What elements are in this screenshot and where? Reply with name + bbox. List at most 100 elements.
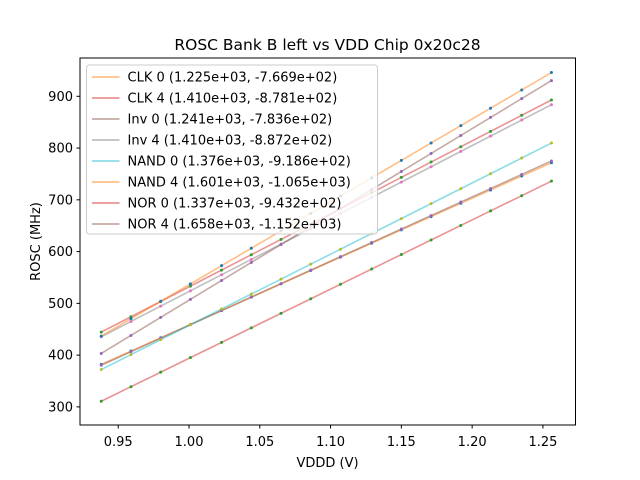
data-point: [249, 292, 253, 296]
axis-ticks: 0.95 1.00 1.05 1.10 1.15 1.20 1.25 300 400 500 600…: [48, 90, 557, 450]
data-point: [220, 264, 224, 268]
legend-label: Inv 4 (1.410e+03, -8.872e+02): [128, 134, 333, 149]
data-point: [129, 353, 133, 357]
data-point: [99, 351, 103, 355]
data-point: [338, 282, 342, 286]
data-point: [188, 356, 192, 360]
data-point: [99, 368, 103, 372]
chart-title: ROSC Bank B left vs VDD Chip 0x20c28: [174, 36, 480, 54]
data-point: [279, 242, 283, 246]
data-point: [309, 297, 313, 301]
data-point: [249, 260, 253, 264]
data-point: [279, 282, 283, 286]
legend-label: NAND 0 (1.376e+03, -9.186e+02): [128, 155, 351, 170]
data-point: [429, 202, 433, 206]
legend: CLK 0 (1.225e+03, -7.669e+02) CLK 4 (1.41…: [86, 64, 378, 235]
data-point: [338, 247, 342, 251]
data-point: [129, 333, 133, 337]
legend-entry-clk-4: CLK 4 (1.410e+03, -8.781e+02): [92, 92, 337, 107]
legend-entry-nand-4: NAND 4 (1.601e+03, -1.065e+03): [92, 176, 351, 191]
y-tick-label: 400: [48, 349, 73, 364]
data-point: [309, 262, 313, 266]
data-point: [399, 227, 403, 231]
legend-label: NOR 0 (1.337e+03, -9.432e+02): [128, 197, 342, 212]
data-point: [549, 71, 553, 75]
data-point: [520, 194, 524, 198]
data-point: [279, 311, 283, 315]
scatter-nor-0: [99, 179, 553, 403]
data-point: [429, 214, 433, 218]
y-tick-label: 700: [48, 193, 73, 208]
data-point: [399, 158, 403, 162]
data-point: [429, 141, 433, 145]
data-point: [159, 304, 163, 308]
data-point: [399, 170, 403, 174]
data-point: [459, 200, 463, 204]
data-point: [489, 172, 493, 176]
data-point: [188, 284, 192, 288]
data-point: [370, 267, 374, 271]
data-point: [249, 295, 253, 299]
data-point: [399, 217, 403, 221]
y-tick-label: 300: [48, 400, 73, 415]
legend-entry-inv-0: Inv 0 (1.241e+03, -7.836e+02): [92, 113, 332, 128]
data-point: [459, 149, 463, 153]
x-tick-label: 1.00: [175, 435, 204, 450]
data-point: [188, 297, 192, 301]
legend-entry-nor-4: NOR 4 (1.658e+03, -1.152e+03): [92, 218, 341, 233]
data-point: [549, 141, 553, 145]
data-point: [520, 118, 524, 122]
data-point: [188, 282, 192, 286]
data-point: [129, 385, 133, 389]
data-point: [188, 289, 192, 293]
data-point: [279, 277, 283, 281]
x-tick-label: 1.20: [458, 435, 487, 450]
fit-line-nor-0: [100, 180, 553, 403]
data-point: [220, 273, 224, 277]
data-point: [429, 165, 433, 169]
scatter-inv-0: [99, 159, 553, 367]
fit-line-nand-0: [100, 142, 553, 371]
data-point: [99, 330, 103, 334]
data-point: [220, 279, 224, 283]
data-point: [489, 134, 493, 138]
data-point: [549, 103, 553, 107]
data-point: [399, 175, 403, 179]
data-point: [249, 253, 253, 257]
data-point: [159, 315, 163, 319]
data-point: [549, 179, 553, 183]
data-point: [370, 241, 374, 245]
data-point: [549, 159, 553, 163]
legend-label: NAND 4 (1.601e+03, -1.065e+03): [128, 176, 351, 191]
data-point: [399, 252, 403, 256]
data-point: [520, 156, 524, 160]
data-point: [129, 317, 133, 321]
data-point: [220, 268, 224, 272]
data-point: [129, 319, 133, 323]
data-point: [489, 187, 493, 191]
data-point: [459, 187, 463, 191]
legend-label: NOR 4 (1.658e+03, -1.152e+03): [128, 218, 342, 233]
y-tick-label: 500: [48, 297, 73, 312]
data-point: [520, 88, 524, 92]
data-point: [159, 370, 163, 374]
legend-label: CLK 0 (1.225e+03, -7.669e+02): [128, 71, 338, 86]
data-point: [249, 246, 253, 250]
data-point: [249, 257, 253, 261]
data-point: [309, 268, 313, 272]
data-point: [459, 223, 463, 227]
legend-entry-inv-4: Inv 4 (1.410e+03, -8.872e+02): [92, 134, 332, 149]
data-point: [520, 97, 524, 101]
x-tick-label: 0.95: [104, 435, 133, 450]
legend-entry-nor-0: NOR 0 (1.337e+03, -9.432e+02): [92, 197, 341, 212]
data-point: [129, 350, 133, 354]
plot-border: [79, 57, 576, 426]
y-tick-label: 800: [48, 142, 73, 157]
legend-label: CLK 4 (1.410e+03, -8.781e+02): [128, 92, 338, 107]
data-point: [429, 152, 433, 156]
data-point: [99, 334, 103, 338]
data-point: [459, 145, 463, 149]
y-tick-label: 900: [48, 90, 73, 105]
